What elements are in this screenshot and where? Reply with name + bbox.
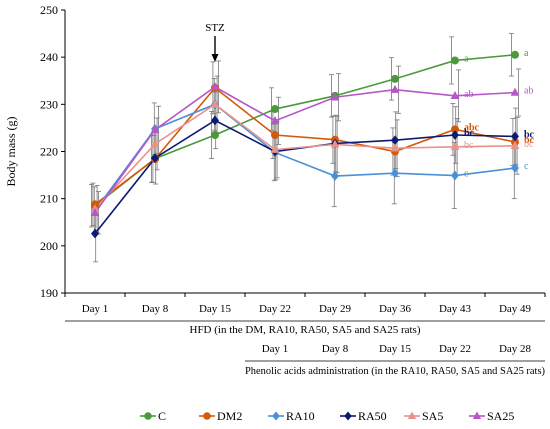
data-point-ra50: [451, 130, 459, 140]
y-tick-label: 200: [40, 239, 58, 253]
data-point-c: [211, 130, 219, 139]
data-point-c: [391, 74, 399, 83]
legend-label: SA5: [422, 409, 443, 423]
y-tick-label: 250: [40, 3, 58, 17]
series-line-sa5: [94, 103, 516, 210]
significance-letter: bc: [464, 140, 474, 151]
significance-letter: a: [464, 53, 469, 64]
data-point-ra50: [391, 135, 399, 145]
treatment-day-label: Day 15: [379, 343, 412, 355]
significance-letter: abc: [464, 122, 480, 133]
data-point-sa25: [150, 125, 160, 134]
data-point-sa5: [390, 143, 400, 152]
x-tick-label: Day 1: [82, 303, 109, 315]
data-point-ra50: [211, 115, 219, 126]
series-line-ra10: [94, 103, 516, 211]
data-point-dm2: [451, 125, 459, 134]
y-tick-label: 230: [40, 97, 58, 111]
x-tick-label: Day 22: [259, 303, 291, 315]
series-line-c: [94, 54, 516, 207]
legend-marker: [272, 411, 280, 421]
hfd-label: HFD (in the DM, RA10, RA50, SA5 and SA25…: [190, 324, 421, 336]
x-tick-label: Day 15: [199, 303, 232, 315]
data-point-ra10: [331, 171, 339, 181]
data-point-ra50: [511, 131, 519, 142]
treatment-day-label: Day 8: [322, 343, 349, 355]
legend-label: RA10: [286, 409, 315, 423]
data-point-sa5: [330, 139, 340, 148]
data-point-sa25: [90, 208, 100, 217]
x-tick-label: Day 8: [142, 303, 169, 315]
y-tick-label: 210: [40, 192, 58, 206]
y-tick-label: 190: [40, 286, 58, 300]
data-point-c: [511, 50, 519, 59]
y-tick-label: 240: [40, 50, 58, 64]
y-axis-title: Body mass (g): [4, 117, 18, 187]
significance-letter: c: [524, 161, 529, 172]
legend-marker: [344, 411, 352, 421]
annotation: STZ: [205, 22, 225, 62]
x-tick-label: Day 29: [319, 303, 352, 315]
data-point-sa25: [450, 91, 460, 100]
data-point-sa25: [210, 82, 220, 91]
treatment-day-label: Day 22: [439, 343, 471, 355]
x-tick-label: Day 49: [499, 303, 532, 315]
axes: 190 200 210 220 230 240 250 Day 1 Day 8 Day 15 Day…: [4, 3, 546, 315]
data-point-sa5: [270, 144, 280, 153]
series-line-dm2: [94, 86, 516, 205]
data-point-ra50: [91, 228, 99, 239]
data-point-sa5: [150, 139, 160, 148]
significance-letter: a: [524, 48, 529, 59]
data-point-ra50: [151, 153, 159, 163]
data-point-sa5: [210, 99, 220, 108]
timeline-rows: HFD (in the DM, RA10, RA50, SA5 and SA25…: [65, 320, 545, 377]
significance-letter: bc: [524, 129, 535, 140]
legend-marker: [203, 412, 211, 420]
treatment-day-label: Day 1: [262, 343, 289, 355]
significance-letter: ab: [524, 86, 533, 97]
data-point-dm2: [271, 130, 279, 139]
data-point-sa5: [510, 141, 520, 150]
legend-label: C: [158, 409, 166, 423]
significance-letter: bc: [524, 139, 534, 150]
data-point-c: [271, 105, 279, 114]
legend-marker: [472, 411, 482, 420]
data-point-ra10: [391, 168, 399, 178]
series-lines: [94, 54, 516, 235]
legend-label: RA50: [358, 409, 387, 423]
data-point-sa25: [330, 92, 340, 101]
significance-letter: bc: [524, 135, 535, 146]
x-tick-label: Day 36: [379, 303, 412, 315]
x-tick-label: Day 43: [439, 303, 472, 315]
data-point-sa25: [390, 84, 400, 93]
legend-marker: [407, 411, 417, 420]
significance-letter: ab: [464, 89, 473, 100]
treatment-day-label: Day 28: [499, 343, 532, 355]
data-point-sa5: [450, 141, 460, 150]
data-point-ra10: [511, 163, 519, 173]
series-line-sa25: [94, 85, 516, 214]
series-markers: [90, 50, 520, 239]
data-point-c: [451, 56, 459, 65]
stz-arrow-head: [211, 54, 219, 62]
data-point-sa25: [270, 116, 280, 125]
significance-letter: bc: [464, 128, 475, 139]
data-point-sa25: [510, 87, 520, 96]
legend-label: DM2: [217, 409, 242, 423]
legend: C DM2 RA10 RA50 SA5 SA25: [140, 409, 514, 423]
y-tick-label: 220: [40, 145, 58, 159]
legend-label: SA25: [487, 409, 514, 423]
data-point-ra10: [451, 170, 459, 181]
significance-letter: c: [464, 169, 469, 180]
stz-label: STZ: [205, 22, 225, 34]
treatment-label: Phenolic acids administration (in the RA…: [245, 365, 545, 377]
legend-marker: [144, 412, 152, 420]
